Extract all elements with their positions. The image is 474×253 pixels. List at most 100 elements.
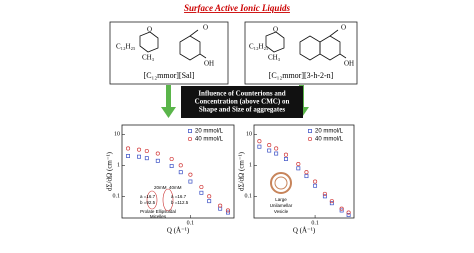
annotation: Vesicle (274, 209, 289, 214)
y-tick-label: 1 (117, 163, 120, 169)
y-axis-label: dΣ/dΩ (cm⁻¹) (106, 151, 114, 191)
y-axis-label: dΣ/dΩ (cm⁻¹) (238, 151, 246, 191)
data-point (313, 179, 318, 184)
data-point (199, 184, 204, 190)
data-point (267, 148, 272, 153)
vesicle (270, 172, 292, 194)
annotation: Prolate Ellipsoidal (140, 209, 176, 214)
legend-marker (307, 136, 313, 142)
data-point (339, 206, 344, 211)
anion-o: O (203, 24, 208, 32)
data-point (144, 156, 149, 161)
data-point (137, 154, 141, 159)
vesicle (274, 176, 288, 190)
annotation: 40mM (169, 185, 182, 190)
data-point (144, 148, 149, 154)
methyl: CH₃ (142, 54, 155, 62)
data-point (313, 183, 318, 188)
annotation: 20mM (154, 185, 167, 190)
data-point (207, 199, 212, 204)
annotation: Large (275, 197, 287, 202)
y-tick-label: 10 (246, 132, 252, 138)
annotation: b =112.5 (171, 200, 189, 205)
center-text: Influence of Counterions and Concentrati… (195, 90, 290, 114)
data-point (136, 147, 142, 152)
data-point (322, 191, 327, 196)
center-line: Influence of Counterions and (198, 90, 285, 98)
chain: C₁₂H₂₅ (249, 43, 269, 51)
x-tick-label: 0.1 (311, 220, 319, 226)
data-point (207, 194, 212, 199)
data-point (155, 158, 160, 163)
legend-label: 20 mmol/L (195, 129, 224, 135)
anion-o: O (341, 24, 346, 32)
data-point (188, 179, 193, 184)
legend-label: 20 mmol/L (315, 129, 344, 135)
micelle (162, 188, 174, 212)
data-point (267, 143, 272, 148)
y-tick-label: 10 (114, 132, 120, 138)
data-point (296, 166, 301, 171)
annotation: a =16.7 (171, 194, 187, 199)
annotation: Unilamellar (270, 203, 293, 208)
data-point (274, 151, 279, 156)
data-point (178, 163, 183, 168)
data-point (284, 157, 288, 161)
data-point (339, 208, 344, 213)
legend-marker (187, 136, 193, 142)
structure-label: [C₁₂mmor][Sal] (144, 71, 195, 80)
x-axis-label: Q (Å⁻¹) (293, 227, 316, 235)
oh: OH (204, 60, 214, 68)
structure-drawing (139, 29, 347, 61)
plot-frame (121, 124, 235, 219)
data-point (188, 172, 193, 177)
legend-marker (188, 129, 192, 133)
center-line: Shape and Size of aggregates (199, 106, 285, 114)
data-point (178, 170, 183, 175)
data-point (155, 151, 160, 156)
structure-box (109, 21, 229, 85)
plot-frame (253, 124, 355, 219)
data-point (199, 190, 204, 195)
methyl: CH₃ (268, 54, 281, 62)
data-point (125, 146, 131, 151)
data-point (257, 144, 262, 149)
data-point (322, 194, 327, 199)
ring-o: O (147, 26, 152, 34)
annotation: Micelles (150, 214, 167, 219)
data-point (225, 208, 231, 213)
data-point (283, 152, 289, 157)
data-point (346, 213, 351, 217)
structure-box (244, 21, 358, 85)
micelle (146, 190, 158, 210)
title: Surface Active Ionic Liquids (184, 3, 290, 13)
annotation: a =16.7 (140, 194, 156, 199)
data-point (329, 199, 334, 204)
y-tick-label: 0.1 (113, 194, 121, 200)
data-point (218, 203, 223, 208)
annotation: b =92.5 (140, 200, 156, 205)
data-point (169, 156, 174, 162)
legend-label: 40 mmol/L (315, 137, 344, 143)
data-point (304, 174, 309, 179)
structure-label: [C₁₂mmor][3-h-2-n] (269, 71, 334, 80)
data-point (329, 201, 334, 206)
structures: C₁₂H₂₅ CH₃ O O OH [C₁₂mmor][Sal] C₁₂H₂₅ … (116, 24, 354, 80)
x-axis-label: Q (Å⁻¹) (167, 227, 190, 235)
legend-marker (308, 129, 312, 133)
y-tick-label: 0.1 (245, 194, 253, 200)
ring-o: O (273, 26, 278, 34)
data-point (296, 161, 301, 167)
y-tick-label: 1 (249, 163, 252, 169)
data-point (226, 210, 230, 215)
x-tick-label: 0.1 (187, 220, 195, 226)
data-point (346, 210, 351, 215)
data-point (126, 154, 130, 158)
center-box (181, 86, 303, 118)
legend-label: 40 mmol/L (195, 137, 224, 143)
data-point (169, 164, 174, 168)
chain: C₁₂H₂₅ (116, 43, 136, 51)
center-line: Concentration (above CMC) on (195, 98, 290, 106)
data-point (257, 139, 262, 144)
